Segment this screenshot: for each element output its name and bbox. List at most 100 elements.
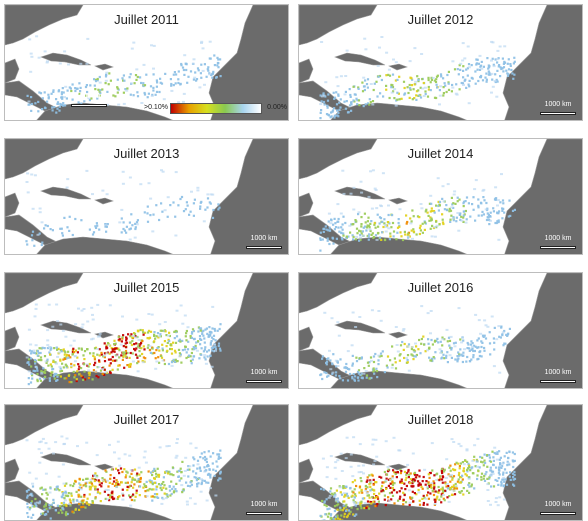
density-cell [45, 502, 48, 505]
density-cell [218, 477, 221, 480]
density-cell [362, 76, 366, 79]
density-cell [76, 499, 79, 502]
hispaniola-landmass [388, 197, 408, 205]
density-cell [192, 329, 195, 333]
density-cell [369, 170, 373, 173]
atlantic-map [5, 405, 288, 520]
density-cell [88, 99, 91, 102]
density-cell [420, 207, 424, 210]
density-cell [190, 351, 193, 355]
density-cell [55, 372, 58, 376]
density-cell [452, 216, 455, 219]
density-cell [46, 100, 49, 103]
density-cell [374, 352, 377, 356]
density-cell [451, 476, 454, 479]
density-cell [337, 217, 340, 221]
density-cell [187, 465, 190, 468]
density-cell [320, 95, 324, 98]
density-cell [333, 97, 336, 100]
density-cell [121, 336, 124, 339]
density-cell [203, 455, 207, 459]
density-cell [97, 88, 100, 91]
density-cell [512, 476, 515, 479]
density-cell [355, 235, 359, 238]
density-cell [355, 97, 358, 100]
density-cell [478, 68, 482, 71]
density-cell [65, 364, 68, 367]
density-cell [436, 495, 439, 498]
density-cell [163, 484, 166, 487]
density-cell [468, 482, 471, 485]
density-cell [168, 489, 172, 492]
density-cell [203, 451, 206, 454]
density-cell [320, 109, 323, 112]
density-cell [422, 335, 425, 338]
density-cell [72, 347, 75, 350]
density-cell [107, 493, 110, 497]
density-cell [211, 349, 214, 352]
density-cell [180, 195, 184, 199]
density-cell [217, 455, 220, 458]
density-cell [47, 93, 50, 96]
density-cell [418, 94, 421, 97]
density-cell [373, 460, 377, 462]
density-cell [381, 172, 385, 175]
density-cell [500, 67, 503, 71]
density-cell [495, 458, 499, 461]
density-cell [213, 54, 216, 57]
hispaniola-landmass [388, 331, 408, 339]
density-cell [450, 348, 453, 351]
density-cell [335, 504, 338, 507]
density-cell [374, 505, 377, 508]
density-cell [425, 485, 429, 488]
density-cell [357, 379, 360, 382]
density-cell [147, 331, 150, 334]
density-cell [204, 208, 207, 211]
density-cell [196, 459, 200, 462]
density-cell [472, 472, 475, 475]
density-cell [200, 338, 203, 341]
density-cell [86, 502, 89, 505]
density-cell [56, 320, 59, 323]
density-cell [331, 372, 334, 375]
density-cell [403, 230, 406, 233]
density-cell [501, 67, 504, 70]
density-cell [385, 473, 389, 476]
yucatan-landmass [5, 58, 20, 84]
density-cell [34, 370, 37, 373]
density-cell [448, 495, 451, 498]
density-cell [445, 328, 449, 331]
density-cell [78, 501, 81, 504]
density-cell [398, 359, 401, 362]
density-cell [511, 209, 515, 212]
density-cell [498, 335, 501, 338]
density-cell [489, 503, 492, 506]
density-cell [436, 86, 439, 89]
density-cell [360, 507, 363, 510]
density-cell [74, 374, 77, 377]
density-cell [191, 358, 194, 361]
density-cell [381, 231, 384, 234]
density-cell [372, 478, 375, 481]
density-cell [170, 89, 174, 92]
density-cell [46, 493, 49, 496]
density-cell [88, 493, 91, 496]
density-cell [161, 498, 165, 501]
africa-europe-landmass [208, 405, 288, 520]
density-cell [461, 360, 464, 364]
density-cell [50, 92, 53, 95]
legend-color-ramp [170, 103, 262, 114]
density-cell [182, 210, 186, 213]
density-cell [30, 365, 33, 368]
density-cell [372, 367, 375, 370]
density-cell [485, 471, 488, 474]
density-cell [92, 352, 95, 355]
density-cell [219, 471, 222, 474]
density-cell [497, 483, 500, 486]
density-cell [34, 497, 37, 501]
density-cell [109, 358, 112, 361]
density-cell [95, 374, 98, 378]
density-cell [396, 350, 400, 353]
density-cell [489, 215, 492, 218]
density-cell [351, 377, 354, 380]
